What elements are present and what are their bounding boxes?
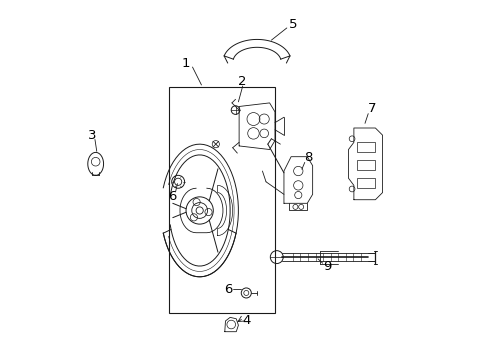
Text: 7: 7 — [367, 103, 375, 116]
Text: 2: 2 — [238, 75, 246, 88]
Text: 1: 1 — [181, 57, 189, 70]
Bar — [357, 178, 375, 188]
Text: 4: 4 — [242, 314, 250, 327]
Text: 6: 6 — [168, 190, 177, 203]
Text: 8: 8 — [304, 151, 312, 164]
Text: 3: 3 — [88, 129, 96, 142]
Text: 6: 6 — [224, 283, 232, 296]
Bar — [169, 87, 274, 313]
Bar — [357, 142, 375, 152]
Bar — [357, 160, 375, 170]
Text: 9: 9 — [322, 260, 330, 273]
Text: 5: 5 — [288, 18, 297, 31]
